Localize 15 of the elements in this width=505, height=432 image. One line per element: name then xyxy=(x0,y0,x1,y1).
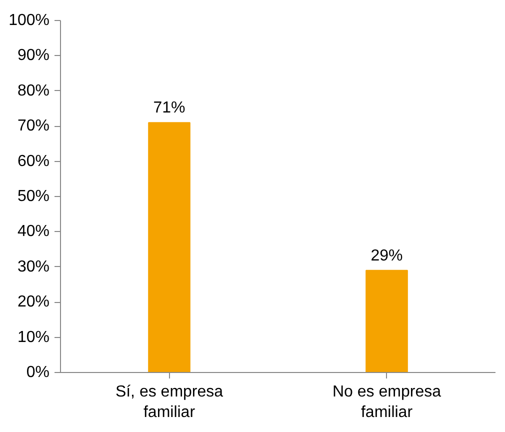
data-label: 29% xyxy=(370,247,403,264)
x-tick-label: No es empresa familiar xyxy=(332,384,442,421)
y-tick-label: 90% xyxy=(17,47,50,64)
y-tick-label: 10% xyxy=(17,328,50,346)
y-tick-label: 60% xyxy=(17,152,50,170)
y-tick-label: 30% xyxy=(17,258,50,276)
y-tick-label: 40% xyxy=(17,223,50,240)
y-tick-label: 20% xyxy=(17,294,50,311)
y-tick-label: 80% xyxy=(17,82,50,100)
y-tick-label: 100% xyxy=(8,12,50,29)
data-label: 71% xyxy=(153,100,186,117)
y-tick-label: 0% xyxy=(26,364,50,381)
y-tick-label: 70% xyxy=(17,118,50,135)
x-tick-label: Sí, es empresa familiar xyxy=(115,384,224,421)
y-tick-label: 50% xyxy=(17,188,50,205)
